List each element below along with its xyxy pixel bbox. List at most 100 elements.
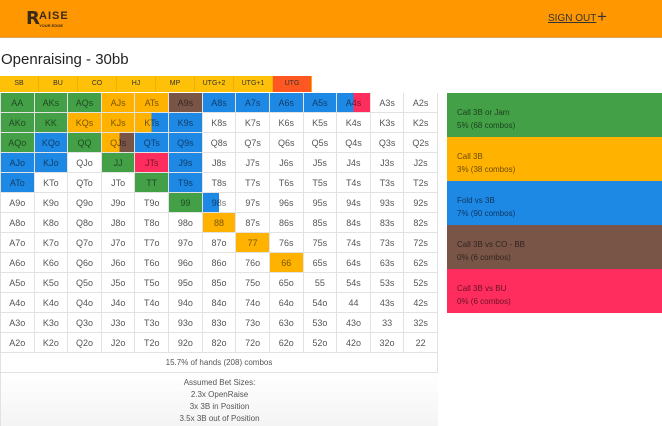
- hand-cell[interactable]: KJs: [101, 113, 136, 133]
- legend-item[interactable]: Call 3B vs CO - BB 0% (6 combos): [447, 225, 662, 269]
- hand-cell[interactable]: KTo: [34, 173, 69, 193]
- hand-cell[interactable]: KK: [34, 113, 69, 133]
- hand-cell[interactable]: 95o: [169, 273, 203, 293]
- hand-cell[interactable]: T7s: [236, 173, 270, 193]
- hand-cell[interactable]: QTs: [135, 133, 170, 153]
- hand-cell[interactable]: 98o: [169, 213, 203, 233]
- hand-cell[interactable]: K3o: [34, 313, 69, 333]
- hand-cell[interactable]: 77: [236, 233, 270, 253]
- hand-cell[interactable]: 32s: [404, 313, 438, 333]
- hand-cell[interactable]: 52s: [404, 273, 438, 293]
- hand-cell[interactable]: T4s: [337, 173, 371, 193]
- hand-cell[interactable]: TT: [135, 173, 170, 193]
- legend-item[interactable]: Fold vs 3B 7% (90 combos): [447, 181, 662, 225]
- hand-cell[interactable]: J3s: [370, 153, 405, 173]
- hand-cell[interactable]: Q7o: [68, 233, 102, 253]
- hand-cell[interactable]: T3o: [135, 313, 170, 333]
- hand-cell[interactable]: T7o: [135, 233, 170, 253]
- hand-cell[interactable]: AQo: [1, 133, 35, 153]
- hand-cell[interactable]: 92o: [169, 333, 203, 353]
- hand-cell[interactable]: 64s: [337, 253, 371, 273]
- hand-cell[interactable]: T6s: [269, 173, 304, 193]
- hand-cell[interactable]: 63o: [269, 313, 304, 333]
- hand-cell[interactable]: 54o: [303, 293, 338, 313]
- hand-cell[interactable]: 65o: [269, 273, 304, 293]
- hand-cell[interactable]: K5s: [303, 113, 338, 133]
- hand-cell[interactable]: K4o: [34, 293, 69, 313]
- hand-cell[interactable]: A6o: [1, 253, 35, 273]
- hand-cell[interactable]: A5s: [303, 93, 338, 113]
- hand-cell[interactable]: KJo: [34, 153, 69, 173]
- hand-cell[interactable]: 96s: [269, 193, 304, 213]
- hand-cell[interactable]: K5o: [34, 273, 69, 293]
- tab-position-utg-plus-1[interactable]: UTG+1: [234, 76, 273, 92]
- hand-cell[interactable]: T2o: [135, 333, 170, 353]
- hand-cell[interactable]: 83o: [202, 313, 237, 333]
- hand-cell[interactable]: T6o: [135, 253, 170, 273]
- hand-cell[interactable]: 22: [404, 333, 438, 353]
- hand-cell[interactable]: 82s: [404, 213, 438, 233]
- hand-cell[interactable]: T2s: [404, 173, 438, 193]
- hand-cell[interactable]: 85o: [202, 273, 237, 293]
- tab-position-bu[interactable]: BU: [39, 76, 78, 92]
- hand-cell[interactable]: 82o: [202, 333, 237, 353]
- hand-cell[interactable]: K7o: [34, 233, 69, 253]
- hand-cell[interactable]: 97s: [236, 193, 270, 213]
- tab-position-co[interactable]: CO: [78, 76, 117, 92]
- hand-cell[interactable]: AA: [1, 93, 35, 113]
- hand-cell[interactable]: 43s: [370, 293, 405, 313]
- hand-cell[interactable]: K2s: [404, 113, 438, 133]
- hand-cell[interactable]: A7o: [1, 233, 35, 253]
- hand-cell[interactable]: T8o: [135, 213, 170, 233]
- hand-cell[interactable]: KQo: [34, 133, 69, 153]
- hand-cell[interactable]: T3s: [370, 173, 405, 193]
- hand-cell[interactable]: 85s: [303, 213, 338, 233]
- hand-cell[interactable]: J7s: [236, 153, 270, 173]
- hand-cell[interactable]: Q9s: [169, 133, 203, 153]
- hand-cell[interactable]: 43o: [337, 313, 371, 333]
- hand-cell[interactable]: J4o: [101, 293, 136, 313]
- hand-cell[interactable]: 88: [202, 213, 237, 233]
- hand-cell[interactable]: T5o: [135, 273, 170, 293]
- sign-out-link[interactable]: SIGN OUT: [548, 13, 597, 24]
- hand-cell[interactable]: 42o: [337, 333, 371, 353]
- hand-cell[interactable]: 76o: [236, 253, 270, 273]
- hand-cell[interactable]: A7s: [236, 93, 270, 113]
- hand-cell[interactable]: 64o: [269, 293, 304, 313]
- hand-cell[interactable]: Q2s: [404, 133, 438, 153]
- hand-cell[interactable]: JTo: [101, 173, 136, 193]
- hand-cell[interactable]: A3o: [1, 313, 35, 333]
- hand-cell[interactable]: 84o: [202, 293, 237, 313]
- hand-cell[interactable]: AKo: [1, 113, 35, 133]
- legend-item[interactable]: Call 3B vs BU 0% (6 combos): [447, 269, 662, 313]
- hand-cell[interactable]: 72o: [236, 333, 270, 353]
- hand-cell[interactable]: 33: [370, 313, 405, 333]
- hand-cell[interactable]: A4o: [1, 293, 35, 313]
- hand-cell[interactable]: QJo: [68, 153, 102, 173]
- tab-position-utg[interactable]: UTG: [273, 76, 312, 92]
- hand-cell[interactable]: K6o: [34, 253, 69, 273]
- tab-position-mp[interactable]: MP: [156, 76, 195, 92]
- hand-cell[interactable]: Q4s: [337, 133, 371, 153]
- hand-cell[interactable]: J4s: [337, 153, 371, 173]
- hand-cell[interactable]: 53s: [370, 273, 405, 293]
- hand-cell[interactable]: 97o: [169, 233, 203, 253]
- hand-cell[interactable]: 44: [337, 293, 371, 313]
- hand-cell[interactable]: 32o: [370, 333, 405, 353]
- hand-cell[interactable]: J9o: [101, 193, 136, 213]
- hand-cell[interactable]: A6s: [269, 93, 304, 113]
- hand-cell[interactable]: Q5o: [68, 273, 102, 293]
- hand-cell[interactable]: K2o: [34, 333, 69, 353]
- hand-cell[interactable]: 87s: [236, 213, 270, 233]
- hand-cell[interactable]: 62o: [269, 333, 304, 353]
- hand-cell[interactable]: Q6s: [269, 133, 304, 153]
- hand-cell[interactable]: QQ: [68, 133, 102, 153]
- hand-cell[interactable]: Q8o: [68, 213, 102, 233]
- hand-cell[interactable]: 83s: [370, 213, 405, 233]
- hand-cell[interactable]: 92s: [404, 193, 438, 213]
- hand-cell[interactable]: K9o: [34, 193, 69, 213]
- hand-cell[interactable]: A9o: [1, 193, 35, 213]
- hand-cell[interactable]: 75o: [236, 273, 270, 293]
- hand-cell[interactable]: A2o: [1, 333, 35, 353]
- hand-cell[interactable]: KQs: [68, 113, 102, 133]
